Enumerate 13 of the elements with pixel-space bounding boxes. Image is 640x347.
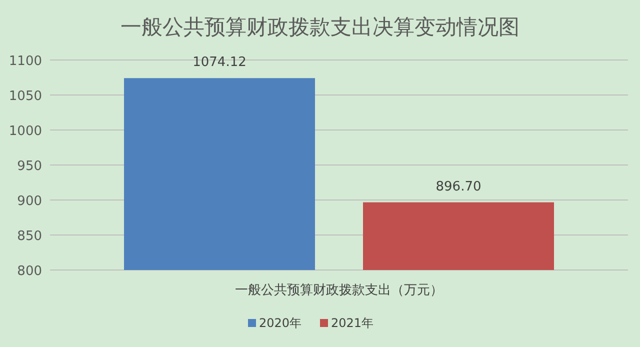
y-tick-label: 800 (17, 264, 42, 279)
y-tick-label: 1000 (8, 124, 42, 139)
y-tick-label: 850 (17, 229, 42, 244)
x-tick-label: 一般公共预算财政拨款支出（万元） (235, 283, 443, 298)
legend-label: 2020年 (259, 316, 302, 330)
y-tick-label: 1100 (8, 54, 42, 69)
y-tick-label: 900 (17, 194, 42, 209)
data-label: 896.70 (436, 179, 482, 194)
legend-label: 2021年 (331, 316, 374, 330)
data-label: 1074.12 (192, 55, 246, 70)
chart-title: 一般公共预算财政拨款支出决算变动情况图 (120, 15, 520, 39)
y-tick-label: 950 (17, 159, 42, 174)
y-tick-label: 1050 (8, 89, 42, 104)
